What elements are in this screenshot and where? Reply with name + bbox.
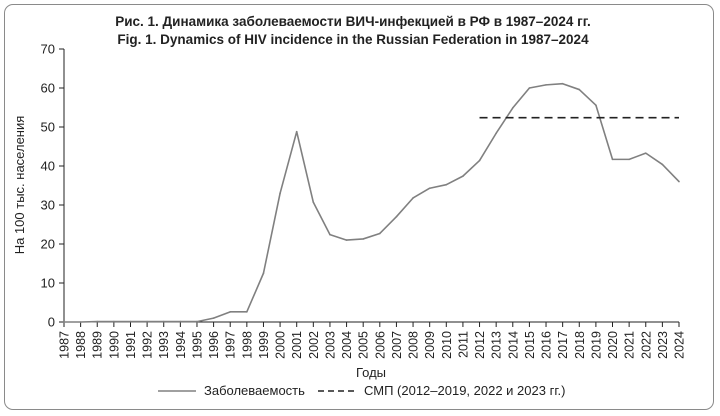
x-tick-label: 1994 (174, 331, 188, 359)
data-point (661, 163, 664, 166)
data-point (395, 215, 398, 218)
legend-label-smp: СМП (2012–2019, 2022 и 2023 гг.) (364, 383, 565, 398)
data-point (246, 311, 248, 313)
x-tick-label: 1992 (141, 331, 155, 359)
x-tick-label: 1996 (207, 331, 221, 359)
y-tick-label: 50 (41, 120, 55, 135)
x-tick-label: 1993 (157, 331, 171, 359)
chart-frame (4, 4, 714, 410)
x-tick-label: 2001 (290, 331, 304, 359)
data-point (196, 320, 198, 323)
x-tick-label: 1991 (124, 331, 138, 359)
x-tick-label: 2004 (340, 331, 354, 359)
x-tick-label: 2008 (407, 331, 421, 359)
y-tick-label: 60 (41, 81, 55, 96)
data-point (96, 320, 99, 323)
x-tick-label: 2021 (623, 331, 637, 359)
data-point (279, 192, 281, 195)
series-line-incidence (64, 82, 680, 323)
x-tick-label: 1988 (74, 331, 88, 359)
x-tick-label: 2005 (357, 331, 371, 359)
data-point (628, 158, 630, 161)
legend: Заболеваемость СМП (2012–2019, 2022 и 20… (158, 383, 565, 398)
data-point (678, 180, 680, 183)
data-point (212, 317, 215, 319)
data-point (63, 321, 65, 323)
x-tick-label: 2023 (656, 331, 670, 359)
series-layer (63, 82, 680, 323)
x-tick-label: 2002 (307, 331, 321, 359)
x-axis-label: Годы (356, 365, 386, 380)
data-point (129, 320, 132, 323)
data-point (295, 130, 298, 133)
x-tick-label: 2017 (556, 331, 570, 359)
x-tick-label: 2013 (490, 331, 504, 359)
data-point (312, 201, 315, 204)
x-tick-label: 1987 (58, 331, 72, 359)
data-point (262, 272, 265, 275)
y-tick-label: 10 (41, 276, 55, 291)
x-tick-label: 2010 (440, 331, 454, 359)
x-tick-label: 2009 (423, 331, 437, 359)
data-point (229, 311, 232, 313)
data-point (445, 183, 448, 186)
x-tick-label: 2014 (506, 331, 520, 359)
y-tick-label: 70 (41, 42, 55, 57)
x-tick-label: 2016 (540, 331, 554, 359)
y-ticks: 0 10 20 30 40 50 60 70 (41, 42, 64, 330)
x-tick-label: 2011 (456, 331, 470, 358)
data-point (362, 238, 364, 240)
x-tick-label: 2012 (473, 331, 487, 359)
data-point (146, 320, 148, 323)
data-point (379, 232, 381, 235)
y-tick-label: 40 (41, 159, 55, 174)
data-point (79, 321, 82, 323)
x-tick-label: 2000 (274, 331, 288, 359)
x-tick-label: 2019 (589, 331, 603, 359)
x-tick-label: 2007 (390, 331, 404, 359)
data-point (478, 159, 481, 162)
data-point (329, 233, 331, 236)
x-tick-label: 2003 (323, 331, 337, 359)
legend-label-incidence: Заболеваемость (204, 383, 305, 398)
y-tick-label: 20 (41, 237, 55, 252)
x-tick-label: 1989 (91, 331, 105, 359)
data-point (495, 132, 497, 135)
data-point (561, 82, 564, 85)
x-tick-label: 1997 (224, 331, 238, 359)
data-point (113, 320, 115, 323)
x-tick-label: 2015 (523, 331, 537, 359)
y-axis-label: На 100 тыс. населения (12, 116, 27, 255)
data-point (528, 87, 531, 89)
x-tick-label: 2024 (673, 331, 687, 359)
data-point (511, 107, 514, 109)
data-point (578, 88, 581, 91)
x-tick-label: 1999 (257, 331, 271, 359)
x-ticks: 1987 1988 1989 1990 1991 1992 1993 1994 1995 1996… (58, 322, 687, 359)
y-tick-label: 0 (48, 315, 55, 330)
data-point (412, 197, 414, 199)
data-point (428, 187, 431, 190)
chart-title-ru: Рис. 1. Динамика заболеваемости ВИЧ-инфе… (115, 14, 591, 29)
data-point (545, 84, 547, 86)
data-point (595, 104, 597, 106)
x-tick-label: 2020 (606, 331, 620, 359)
data-point (611, 158, 614, 161)
x-tick-label: 1995 (190, 331, 204, 359)
data-point (644, 152, 647, 154)
x-tick-label: 2006 (373, 331, 387, 359)
data-point (345, 239, 348, 241)
x-tick-label: 1998 (240, 331, 254, 359)
x-tick-label: 2022 (639, 331, 653, 359)
data-point (462, 175, 464, 177)
y-tick-label: 30 (41, 198, 55, 213)
data-point (162, 320, 165, 323)
chart-title-en: Fig. 1. Dynamics of HIV incidence in the… (117, 32, 589, 47)
data-point (179, 320, 182, 323)
x-tick-label: 1990 (107, 331, 121, 359)
x-tick-label: 2018 (573, 331, 587, 359)
